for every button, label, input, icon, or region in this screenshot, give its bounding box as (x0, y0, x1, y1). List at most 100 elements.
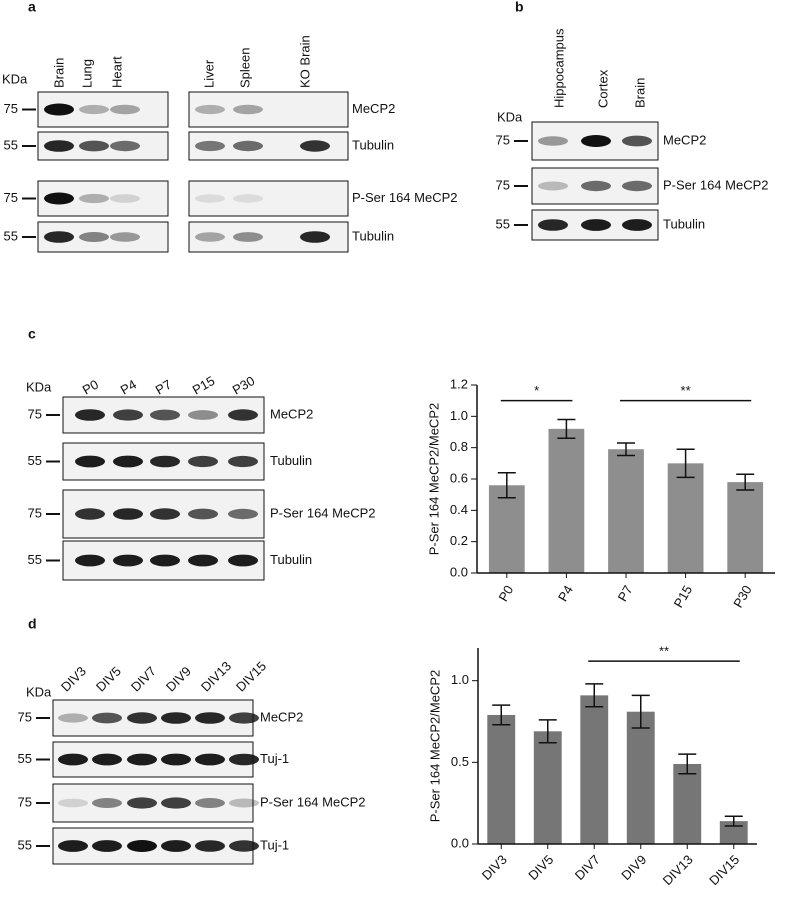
blot-band (127, 712, 157, 724)
marker-label: 75 (28, 505, 42, 520)
marker-label: 55 (28, 552, 42, 567)
lane-label: Heart (109, 56, 124, 88)
blot-band (79, 232, 109, 242)
blot-band (44, 103, 74, 116)
blot-band (229, 798, 259, 808)
y-tick-label: 0.0 (451, 835, 469, 850)
marker-label: 55 (18, 751, 32, 766)
blot-band (127, 753, 157, 766)
protein-label: P-Ser 164 MeCP2 (352, 190, 458, 205)
x-tick-label: P4 (555, 583, 576, 604)
lane-label: Spleen (237, 48, 252, 88)
blot-band (44, 231, 74, 243)
blot-band (110, 104, 140, 115)
blot-band (581, 180, 611, 192)
bar (667, 463, 704, 573)
blot-band (58, 753, 88, 766)
y-tick-label: 0.2 (450, 533, 468, 548)
blot-band (75, 554, 105, 567)
blot-band (195, 840, 225, 852)
blot-band (79, 104, 109, 115)
blot-band (188, 554, 218, 567)
marker-label: 75 (4, 190, 18, 205)
blot-band (127, 840, 157, 852)
blot-band (110, 140, 140, 152)
protein-label: Tubulin (663, 216, 705, 231)
blot-band (195, 194, 225, 203)
bar (488, 485, 525, 573)
blot-band (300, 231, 330, 243)
lane-label: Brain (632, 78, 647, 108)
blot-band (233, 232, 263, 242)
unit-label: KDa (497, 109, 523, 124)
blot-band (538, 219, 568, 231)
bar (673, 763, 702, 844)
lane-label: Cortex (595, 69, 610, 108)
panel-label: d (28, 616, 37, 632)
blot-band (581, 219, 611, 231)
lane-label: Brain (51, 58, 66, 88)
blot-box (188, 91, 349, 128)
y-tick-label: 0.6 (450, 470, 468, 485)
blot-band (188, 410, 218, 420)
bar (727, 482, 764, 573)
blot-band (58, 713, 88, 723)
lane-label: DIV3 (58, 664, 89, 695)
blot-band (229, 753, 259, 766)
lane-label: DIV5 (93, 664, 124, 695)
blot-band (44, 192, 74, 205)
blot-band (622, 219, 652, 231)
blot-band (150, 455, 180, 468)
blot-band (58, 798, 88, 808)
x-tick-label: DIV7 (572, 852, 603, 883)
marker-label: 55 (4, 137, 18, 152)
blot-band (92, 840, 122, 852)
x-tick-label: DIV9 (618, 852, 649, 883)
bar (608, 449, 644, 573)
panel-label: b (515, 0, 524, 15)
blot-band (622, 135, 652, 147)
unit-label: KDa (2, 71, 28, 86)
blot-band (229, 712, 259, 724)
blot-band (622, 180, 652, 192)
blot-band (75, 409, 105, 421)
blot-band (150, 554, 180, 567)
x-tick-label: DIV3 (479, 852, 510, 883)
marker-label: 55 (4, 228, 18, 243)
protein-label: Tubulin (352, 137, 394, 152)
x-tick-label: P15 (671, 583, 696, 611)
protein-label: P-Ser 164 MeCP2 (663, 177, 769, 192)
blot-band (150, 508, 180, 520)
blot-band (300, 140, 330, 152)
protein-label: Tubulin (270, 453, 312, 468)
marker-label: 75 (496, 177, 510, 192)
blot-band (113, 508, 143, 520)
lane-label: P4 (118, 377, 139, 398)
significance-label: ** (659, 644, 669, 659)
blot-band (127, 797, 157, 809)
lane-label: Hippocampus (551, 28, 566, 108)
blot-band (581, 135, 611, 147)
y-tick-label: 1.0 (451, 672, 469, 687)
protein-label: Tuj-1 (260, 837, 289, 852)
y-tick-label: 0.4 (450, 502, 468, 517)
blot-band (75, 455, 105, 468)
y-axis-title: P-Ser 164 MeCP2/MeCP2 (426, 403, 441, 555)
blot-band (150, 409, 180, 421)
blot-band (228, 409, 258, 421)
bar (548, 428, 585, 573)
protein-label: Tubulin (352, 228, 394, 243)
blot-band (233, 140, 263, 152)
blot-band (113, 409, 143, 421)
x-tick-label: DIV5 (525, 852, 556, 883)
marker-label: 75 (4, 101, 18, 116)
x-tick-label: DIV15 (706, 852, 742, 888)
lane-label: Lung (79, 59, 94, 88)
protein-label: P-Ser 164 MeCP2 (260, 794, 366, 809)
lane-label: P30 (230, 373, 258, 398)
protein-label: MeCP2 (260, 709, 303, 724)
blot-band (229, 840, 259, 852)
blot-band (228, 508, 258, 520)
blot-band (228, 455, 258, 468)
blot-band (188, 508, 218, 520)
